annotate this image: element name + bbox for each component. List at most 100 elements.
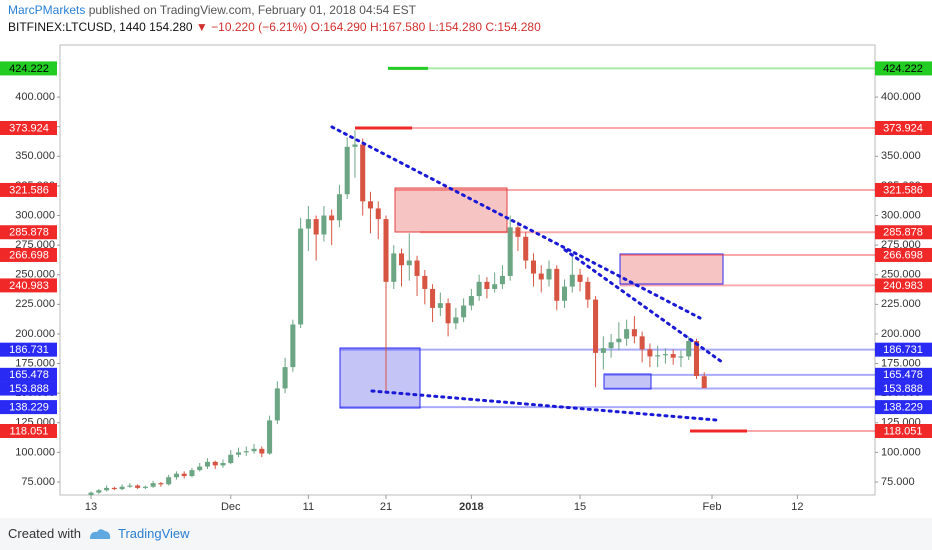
level-label: 153.888 xyxy=(9,383,49,395)
candle-body xyxy=(468,296,474,306)
level-label-box xyxy=(875,247,932,262)
level-label-box xyxy=(0,400,57,415)
candle-body xyxy=(135,485,141,488)
candle-body xyxy=(367,201,373,209)
candle-body xyxy=(453,317,459,324)
level-label-box xyxy=(875,225,932,240)
y-tick-label: 75.000 xyxy=(881,476,915,488)
level-label: 186.731 xyxy=(9,344,49,356)
trend-line xyxy=(330,125,702,320)
candle-body xyxy=(313,219,319,235)
candle-body xyxy=(329,215,335,221)
plot-frame xyxy=(59,44,876,496)
candle-body xyxy=(530,260,536,274)
level-label-box xyxy=(875,367,932,382)
y-tick-label: 175.000 xyxy=(15,357,55,369)
candle-body xyxy=(399,253,405,266)
level-label-box xyxy=(875,400,932,415)
y-tick-label: 350.000 xyxy=(15,150,55,162)
y-tick-label: 300.000 xyxy=(15,209,55,221)
candle-body xyxy=(484,281,490,289)
level-label-box xyxy=(0,225,57,240)
level-label: 424.222 xyxy=(9,63,49,75)
candle-body xyxy=(344,146,350,195)
level-label: 186.731 xyxy=(883,344,923,356)
candle-body xyxy=(166,477,172,485)
level-label-box xyxy=(0,247,57,262)
y-tick-label: 225.000 xyxy=(881,298,921,310)
candle-body xyxy=(476,281,482,297)
candle-body xyxy=(251,448,257,452)
level-label: 266.698 xyxy=(9,249,49,261)
last: 154.280 xyxy=(149,20,193,34)
candle-body xyxy=(290,324,296,368)
candle-body xyxy=(670,354,676,358)
candle-body xyxy=(655,355,661,357)
candle-body xyxy=(585,281,591,300)
supply-zone xyxy=(394,187,508,233)
level-label-box xyxy=(875,182,932,197)
candle-body xyxy=(96,490,102,493)
level-label-box xyxy=(0,120,57,135)
level-label: 321.586 xyxy=(883,184,923,196)
header: MarcPMarkets published on TradingView.co… xyxy=(8,2,541,36)
brand[interactable]: TradingView xyxy=(118,526,190,541)
level-label: 266.698 xyxy=(883,249,923,261)
candle-body xyxy=(600,348,606,353)
level-label: 240.983 xyxy=(9,280,49,292)
candle-body xyxy=(430,288,436,308)
x-tick-label: 21 xyxy=(380,501,392,513)
candle-body xyxy=(274,388,280,421)
candle-body xyxy=(212,461,218,466)
y-tick-label: 400.000 xyxy=(15,91,55,103)
candle-body xyxy=(414,260,420,276)
candle-body xyxy=(243,451,249,453)
publish-line: MarcPMarkets published on TradingView.co… xyxy=(8,2,541,19)
candle-body xyxy=(406,260,412,266)
symbol: BITFINEX:LTCUSD, 1440 xyxy=(8,20,146,34)
y-tick-label: 250.000 xyxy=(15,269,55,281)
x-tick-label: 2018 xyxy=(459,501,483,513)
candle-body xyxy=(391,253,397,282)
logo xyxy=(90,529,111,539)
quote-line: BITFINEX:LTCUSD, 1440 154.280 ▼ −10.220 … xyxy=(8,19,541,36)
candle-body xyxy=(220,463,226,466)
candle-body xyxy=(554,268,560,301)
level-label: 424.222 xyxy=(883,63,923,75)
candle-body xyxy=(305,219,311,229)
candle-body xyxy=(569,274,575,287)
candle-body xyxy=(523,236,529,261)
level-label-box xyxy=(0,342,57,357)
candle-body xyxy=(662,354,668,356)
candle-body xyxy=(639,336,645,350)
y-tick-label: 400.000 xyxy=(881,91,921,103)
candle-body xyxy=(375,208,381,220)
y-tick-label: 100.000 xyxy=(881,446,921,458)
x-tick-label: 13 xyxy=(85,501,97,513)
candle-body xyxy=(142,486,148,488)
candle-body xyxy=(492,284,498,289)
candle-body xyxy=(173,473,179,478)
level-label: 138.229 xyxy=(9,402,49,414)
candle-body xyxy=(204,461,210,467)
candle-body xyxy=(693,341,699,376)
candle-body xyxy=(701,376,707,389)
candle-body xyxy=(631,329,637,337)
candle-body xyxy=(88,492,94,495)
candle-body xyxy=(111,487,117,490)
candle-body xyxy=(352,144,358,147)
y-tick-label: 250.000 xyxy=(881,269,921,281)
author[interactable]: MarcPMarkets xyxy=(8,3,86,17)
level-label: 165.478 xyxy=(9,369,49,381)
candle-body xyxy=(383,219,389,282)
level-label-box xyxy=(0,278,57,293)
candle-body xyxy=(562,286,568,301)
y-tick-label: 350.000 xyxy=(881,150,921,162)
level-label: 373.924 xyxy=(9,122,49,134)
level-label: 118.051 xyxy=(10,425,49,437)
published: published on TradingView.com, February 0… xyxy=(88,3,417,17)
candle-body xyxy=(624,329,630,339)
level-label-box xyxy=(875,342,932,357)
